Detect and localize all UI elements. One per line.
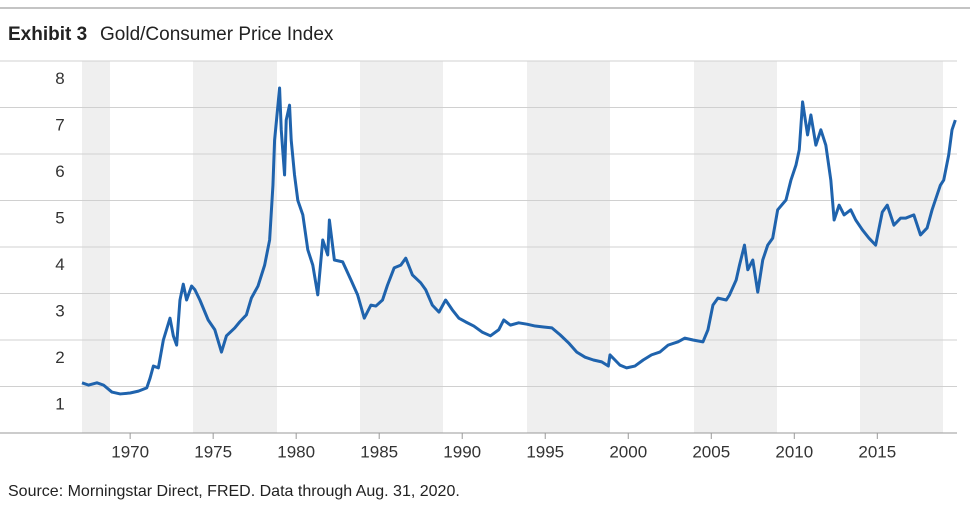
x-tick-label: 2005 [692,442,730,461]
x-tick-label: 2000 [609,442,647,461]
y-tick-label: 6 [55,162,64,181]
x-tick-label: 1990 [443,442,481,461]
x-tick-label: 1985 [360,442,398,461]
y-tick-label: 7 [55,116,64,135]
y-tick-label: 5 [55,209,64,228]
y-tick-label: 4 [55,255,64,274]
x-tick-label: 1970 [111,442,149,461]
plot [81,86,957,396]
source-note: Source: Morningstar Direct, FRED. Data t… [8,483,460,500]
x-tick-label: 2010 [775,442,813,461]
y-tick-label: 3 [55,302,64,321]
x-tick-label: 2015 [858,442,896,461]
x-tick-label: 1980 [277,442,315,461]
data-line [81,86,957,396]
chart-subtitle: Gold/Consumer Price Index [100,24,334,45]
y-tick-label: 8 [55,69,64,88]
y-tick-label: 1 [55,395,64,414]
chart-title: Exhibit 3 [8,24,87,45]
y-tick-label: 2 [55,348,64,367]
x-tick-label: 1975 [194,442,232,461]
x-tick-label: 1995 [526,442,564,461]
grid: 1 2 3 4 5 6 7 8 1970 1975 1980 1985 1990 1995 2000 2005… [0,60,957,461]
